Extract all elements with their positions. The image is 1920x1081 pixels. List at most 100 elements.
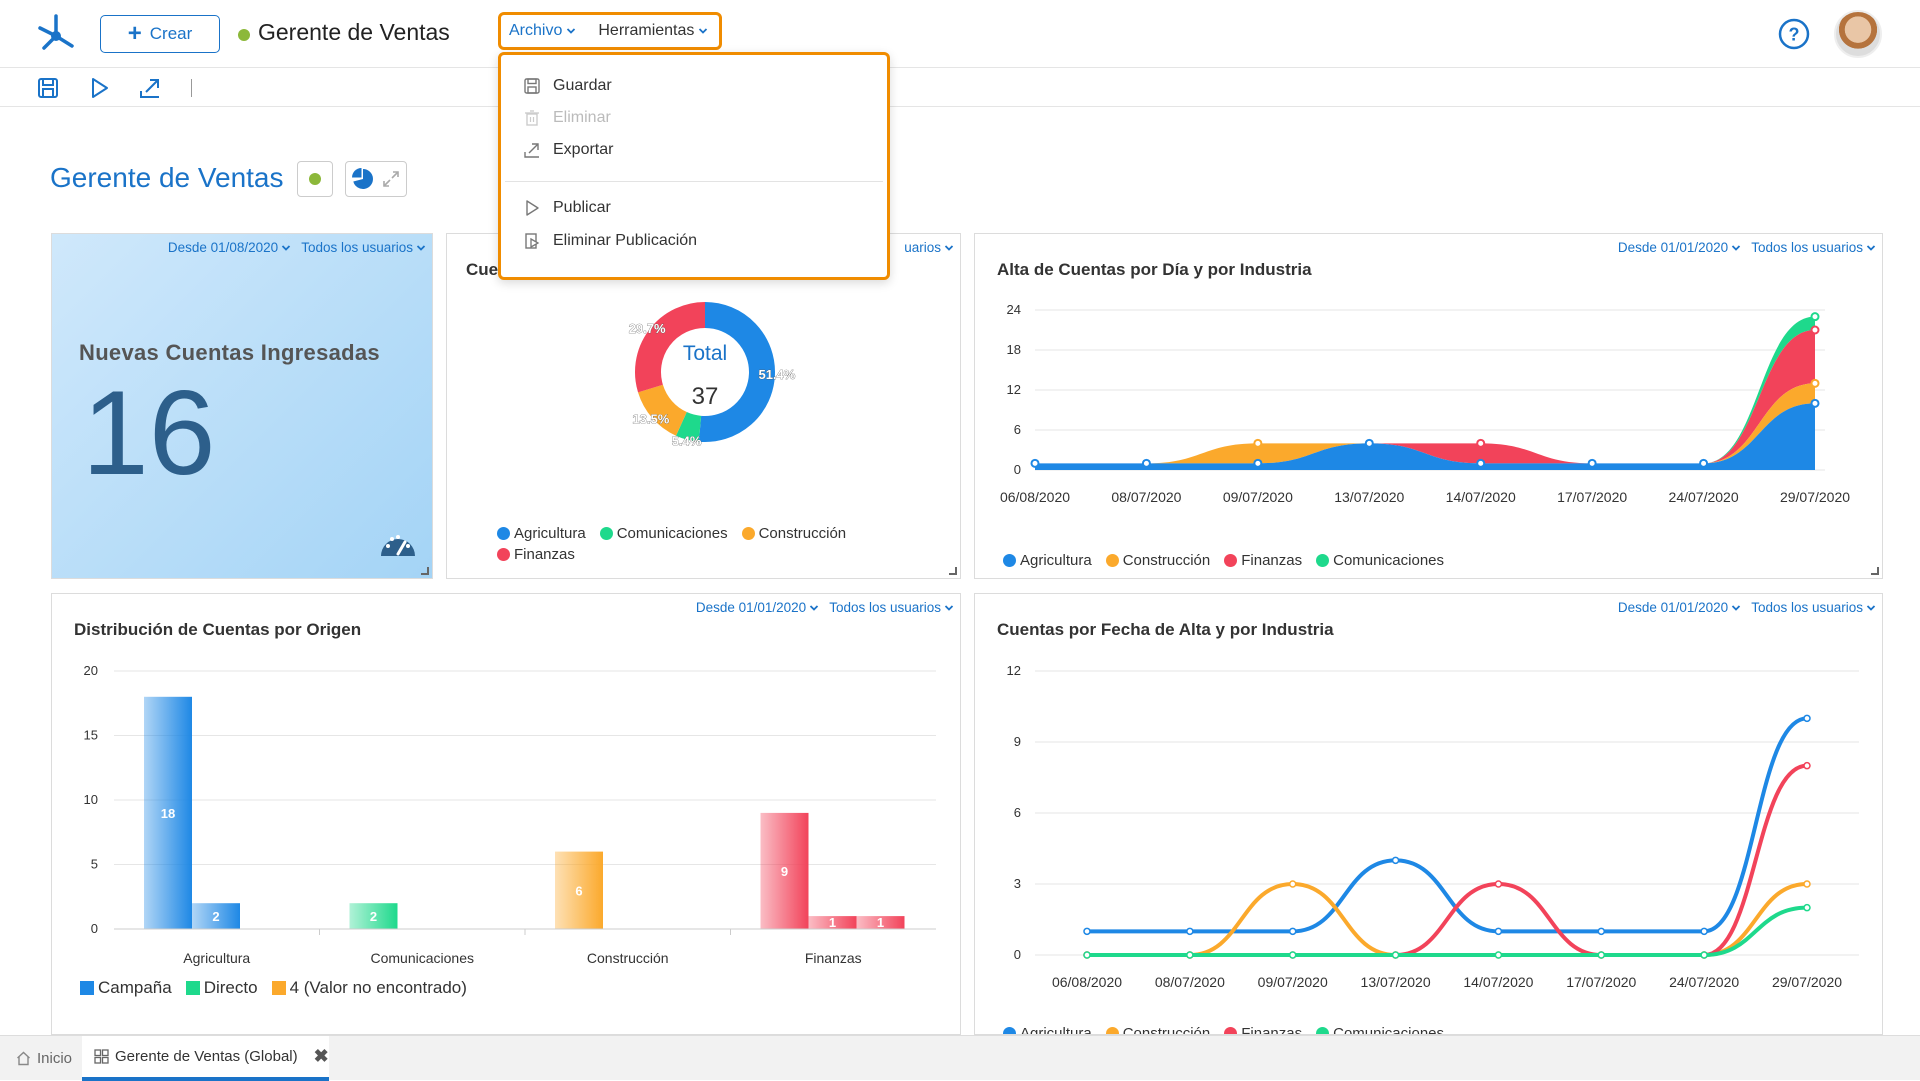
close-icon[interactable]: ✖ [313,1046,329,1066]
app-logo-icon[interactable] [36,12,76,52]
menu-item-exportar[interactable]: Exportar [523,141,613,159]
users-filter[interactable]: Todos los usuarios [1751,600,1876,615]
date-filter[interactable]: Desde 01/01/2020 [696,600,819,615]
date-filter[interactable]: Desde 01/08/2020 [168,240,291,255]
users-filter[interactable]: Todos los usuarios [829,600,954,615]
tab-inicio[interactable]: Inicio [12,1036,76,1081]
data-point[interactable] [1494,927,1503,936]
menu-item-eliminar-publicacion[interactable]: Eliminar Publicación [523,232,697,250]
donut-slice-agricultura[interactable] [698,302,775,442]
data-point[interactable] [1476,438,1486,448]
data-point[interactable] [1253,458,1263,468]
panel-filters: Desde 01/01/2020 Todos los usuarios [696,600,954,615]
date-filter[interactable]: Desde 01/01/2020 [1618,240,1741,255]
data-point[interactable] [1810,312,1820,322]
data-point[interactable] [1810,378,1820,388]
data-point[interactable] [1803,903,1811,912]
data-point[interactable] [1597,951,1606,959]
data-point[interactable] [1699,458,1709,468]
data-point[interactable] [1810,398,1820,408]
menu-archivo[interactable]: Archivo [509,22,576,40]
users-filter[interactable]: Todos los usuarios [1751,240,1876,255]
resize-handle[interactable] [949,567,957,575]
area-series-finanzas[interactable] [1035,330,1815,464]
legend-item-construccion[interactable]: Construcción [1105,1025,1210,1034]
data-point[interactable] [1288,880,1297,888]
data-point[interactable] [1587,458,1597,468]
bar-finanzas-directo[interactable] [808,916,857,929]
tab-gerente-ventas[interactable]: Gerente de Ventas (Global) ✖ [82,1036,329,1081]
bar-construccion-campana[interactable] [555,851,603,929]
legend-item-campana[interactable]: Campaña [80,978,172,998]
line-series-finanzas[interactable] [1085,763,1809,957]
line-series-agricultura[interactable] [1085,716,1809,934]
data-point[interactable] [1494,880,1503,888]
data-point[interactable] [1364,438,1374,448]
data-point[interactable] [1288,927,1297,936]
resize-handle[interactable] [1871,567,1879,575]
menu-item-guardar[interactable]: Guardar [523,77,612,95]
bar-agricultura-directo[interactable] [192,903,240,929]
resize-handle[interactable] [421,567,429,575]
create-button[interactable]: + Crear [100,15,220,53]
data-point[interactable] [1803,761,1811,770]
data-point[interactable] [1141,458,1151,468]
data-point[interactable] [1391,856,1400,865]
data-point[interactable] [1083,951,1091,959]
data-point[interactable] [1700,951,1708,959]
status-button[interactable] [297,161,333,197]
legend-item-agricultura[interactable]: Agricultura [497,525,586,542]
bar-comunicaciones-campana[interactable] [349,903,398,929]
data-point[interactable] [1391,951,1400,959]
question-circle-icon[interactable]: ? [1778,18,1810,50]
users-filter[interactable]: uarios [904,240,954,255]
legend-item-finanzas[interactable]: Finanzas [1224,552,1302,569]
y-tick-label: 9 [1014,734,1021,749]
data-point[interactable] [1803,714,1811,723]
data-point[interactable] [1810,325,1820,335]
data-point[interactable] [1030,458,1040,468]
menu-herramientas[interactable]: Herramientas [598,22,708,40]
data-point[interactable] [1700,927,1708,936]
bar-finanzas-4-valor-no-encontrado[interactable] [856,916,905,929]
legend-item-4-valor-no-encontrado[interactable]: 4 (Valor no encontrado) [271,978,467,998]
kpi-value: 16 [82,366,216,500]
data-point[interactable] [1288,951,1297,959]
data-point[interactable] [1803,880,1811,888]
export-icon[interactable] [137,75,163,101]
legend-item-comunicaciones[interactable]: Comunicaciones [1316,552,1444,569]
avatar[interactable] [1834,10,1882,58]
data-point[interactable] [1253,438,1263,448]
data-point[interactable] [1476,458,1486,468]
users-filter[interactable]: Todos los usuarios [301,240,426,255]
bar-agricultura-campana[interactable] [144,696,192,929]
data-point[interactable] [1083,927,1091,936]
legend-item-finanzas[interactable]: Finanzas [1224,1025,1302,1034]
menu-item-publicar[interactable]: Publicar [523,199,611,217]
legend-item-comunicaciones[interactable]: Comunicaciones [599,525,728,542]
data-point[interactable] [1186,927,1194,936]
save-icon[interactable] [35,75,61,101]
menu-item-eliminar[interactable]: Eliminar [523,109,611,127]
x-tick-label: 13/07/2020 [1361,974,1431,990]
legend-item-comunicaciones[interactable]: Comunicaciones [1316,1025,1444,1034]
legend-item-agricultura[interactable]: Agricultura [1003,1025,1092,1034]
donut-slice-construccion[interactable] [638,384,688,436]
date-filter[interactable]: Desde 01/01/2020 [1618,600,1741,615]
legend-item-construccion[interactable]: Construcción [741,525,846,542]
data-point[interactable] [1494,951,1503,959]
legend-item-directo[interactable]: Directo [185,978,258,998]
bar-finanzas-campana[interactable] [760,812,809,929]
x-tick-label: 29/07/2020 [1780,489,1850,505]
legend-item-finanzas[interactable]: Finanzas [497,546,575,563]
bar-chart-panel: Desde 01/01/2020 Todos los usuarios Dist… [51,593,961,1035]
area-series-agricultura[interactable] [1035,403,1815,470]
legend-item-construccion[interactable]: Construcción [1105,552,1210,569]
donut-slice-finanzas[interactable] [635,302,706,393]
chart-view-button[interactable] [345,161,407,197]
data-point[interactable] [1186,951,1194,959]
legend-item-agricultura[interactable]: Agricultura [1003,552,1092,569]
play-icon[interactable] [86,75,112,101]
data-point[interactable] [1597,927,1606,936]
donut-slice-comunicaciones[interactable] [675,411,702,442]
